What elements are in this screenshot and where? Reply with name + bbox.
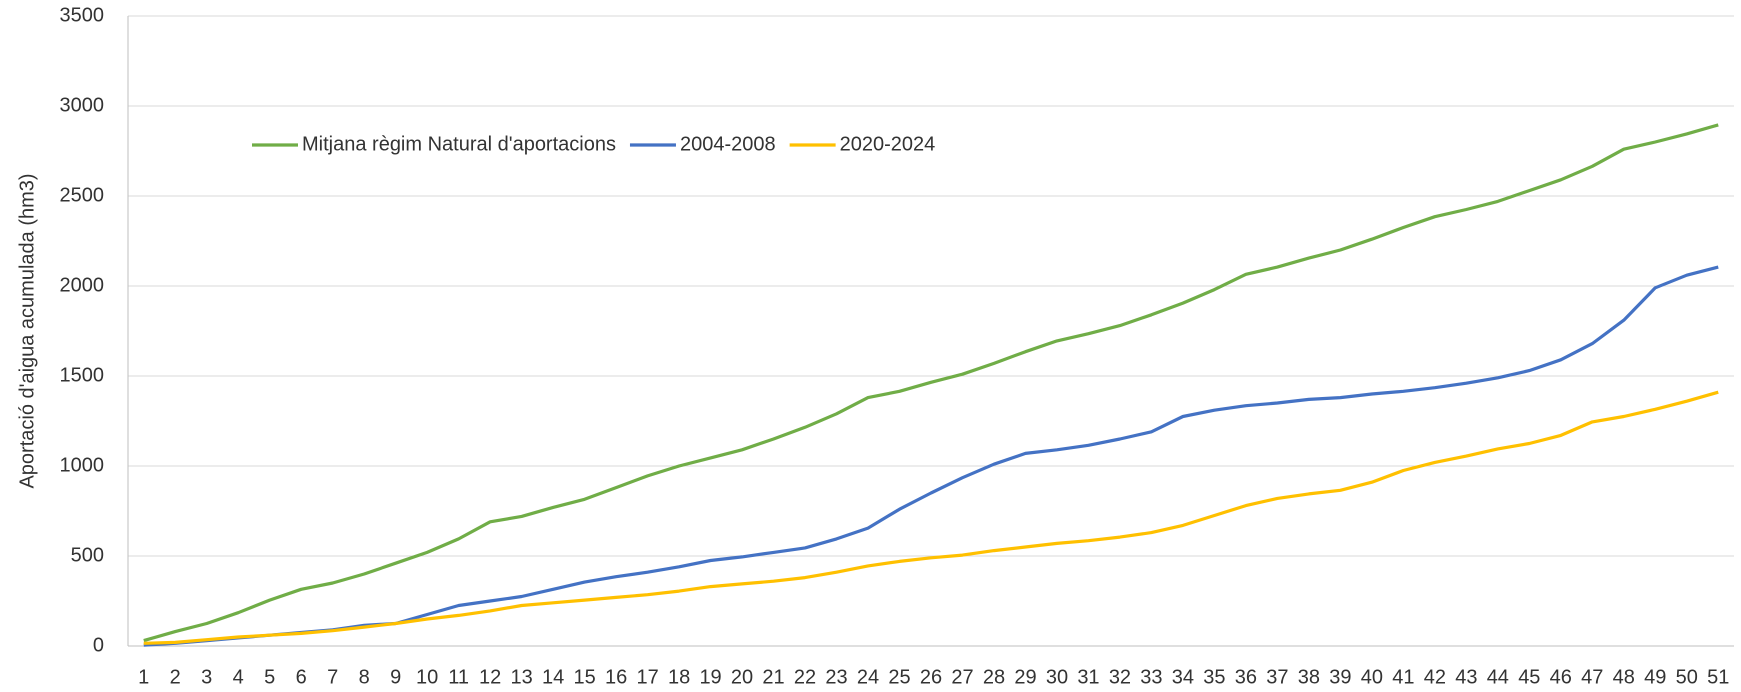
x-tick-label: 6	[296, 666, 307, 688]
y-tick-label: 500	[71, 544, 104, 566]
x-tick-label: 42	[1424, 666, 1446, 688]
x-tick-label: 44	[1487, 666, 1509, 688]
x-tick-label: 7	[327, 666, 338, 688]
y-tick-label: 2000	[60, 274, 105, 296]
x-tick-label: 29	[1014, 666, 1036, 688]
x-tick-label: 48	[1613, 666, 1635, 688]
x-tick-label: 4	[233, 666, 244, 688]
y-tick-label: 0	[93, 634, 104, 656]
x-tick-label: 27	[951, 666, 973, 688]
x-tick-label: 38	[1298, 666, 1320, 688]
x-tick-label: 20	[731, 666, 753, 688]
y-tick-label: 1500	[60, 364, 105, 386]
x-tick-label: 3	[201, 666, 212, 688]
x-tick-label: 11	[448, 666, 469, 688]
x-tick-label: 21	[762, 666, 784, 688]
x-tick-label: 17	[636, 666, 658, 688]
x-tick-label: 28	[983, 666, 1005, 688]
x-tick-label: 24	[857, 666, 879, 688]
x-tick-label: 9	[390, 666, 401, 688]
x-tick-label: 34	[1172, 666, 1194, 688]
x-tick-label: 14	[542, 666, 564, 688]
legend-label: Mitjana règim Natural d'aportacions	[302, 133, 616, 155]
data-line	[143, 123, 1719, 643]
legend-label: 2020-2024	[840, 133, 936, 155]
x-tick-label: 1	[138, 666, 149, 688]
data-line	[143, 265, 1719, 647]
x-tick-label: 22	[794, 666, 816, 688]
x-tick-label: 5	[264, 666, 275, 688]
x-tick-label: 51	[1707, 666, 1729, 688]
x-tick-label: 41	[1392, 666, 1414, 688]
x-tick-label: 19	[699, 666, 721, 688]
x-tick-label: 40	[1361, 666, 1383, 688]
data-line	[143, 390, 1719, 645]
x-tick-label: 26	[920, 666, 942, 688]
x-tick-label: 30	[1046, 666, 1068, 688]
x-tick-label: 10	[416, 666, 438, 688]
x-tick-label: 31	[1077, 666, 1099, 688]
x-tick-label: 2	[170, 666, 181, 688]
x-tick-label: 13	[511, 666, 533, 688]
x-tick-label: 33	[1140, 666, 1162, 688]
x-tick-label: 50	[1676, 666, 1698, 688]
x-tick-label: 46	[1550, 666, 1572, 688]
y-tick-label: 3000	[60, 94, 105, 116]
y-tick-label: 3500	[60, 4, 105, 26]
legend-label: 2004-2008	[680, 133, 776, 155]
x-tick-label: 36	[1235, 666, 1257, 688]
x-tick-label: 25	[888, 666, 910, 688]
x-tick-label: 37	[1266, 666, 1288, 688]
x-tick-label: 32	[1109, 666, 1131, 688]
x-tick-label: 23	[825, 666, 847, 688]
x-tick-label: 43	[1455, 666, 1477, 688]
x-tick-label: 47	[1581, 666, 1603, 688]
x-tick-label: 39	[1329, 666, 1351, 688]
x-tick-label: 35	[1203, 666, 1225, 688]
y-tick-label: 2500	[60, 184, 105, 206]
x-tick-label: 45	[1518, 666, 1540, 688]
x-tick-label: 8	[359, 666, 370, 688]
x-tick-label: 15	[573, 666, 595, 688]
x-tick-label: 16	[605, 666, 627, 688]
y-tick-label: 1000	[60, 454, 105, 476]
x-tick-label: 12	[479, 666, 501, 688]
y-axis-label: Aportació d'aigua acumulada (hm3)	[16, 173, 38, 488]
x-tick-label: 49	[1644, 666, 1666, 688]
x-tick-label: 18	[668, 666, 690, 688]
